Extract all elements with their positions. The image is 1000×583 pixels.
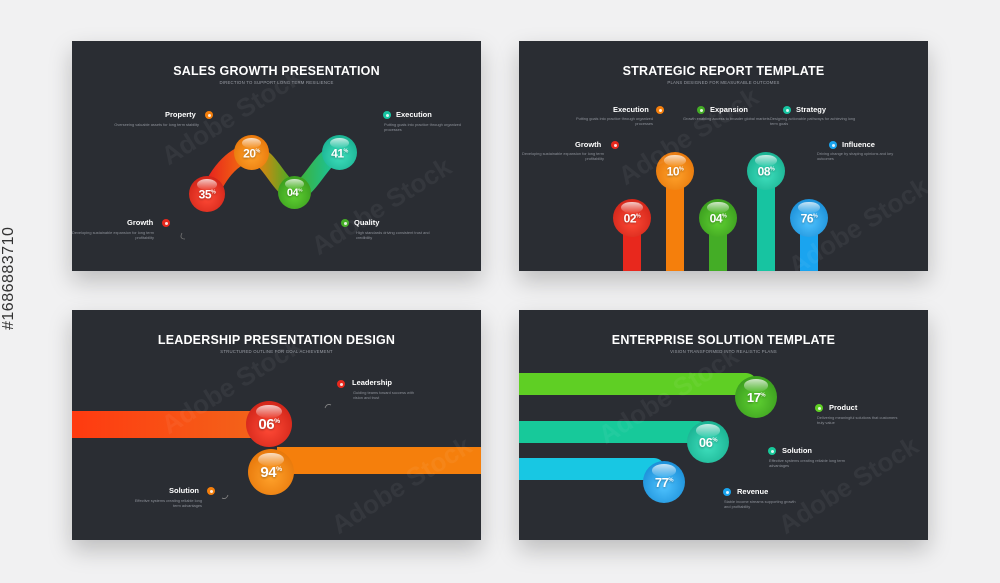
percent-ball-red: 06% <box>246 401 292 447</box>
slide-subtitle: PLANS DESIGNED FOR MEASURABLE OUTCOMES <box>667 80 780 85</box>
bar-red <box>72 411 268 438</box>
slide-enterprise-solution: ENTERPRISE SOLUTION TEMPLATE VISION TRAN… <box>519 310 928 540</box>
item-description: Effective systems creating reliable long… <box>769 458 846 469</box>
bar-orange <box>666 171 684 271</box>
percent-ball-orange: 10% <box>656 152 694 190</box>
item-label: Growth <box>127 218 154 227</box>
arrows <box>221 404 332 499</box>
percent-ball-green: 04% <box>278 176 311 209</box>
item-description: Stable income streams supporting growth … <box>724 499 796 510</box>
item-description: Guiding teams toward success with vision… <box>353 390 414 401</box>
item-label: Strategy <box>796 105 827 114</box>
item-description: Growth enabling access to broader global… <box>683 116 770 121</box>
percent-value: 04% <box>709 211 727 226</box>
item-description: Developing sustainable expansion for lon… <box>522 151 604 162</box>
percent-value: 94% <box>260 463 282 481</box>
item-label: Execution <box>396 110 432 119</box>
percent-ball-orange: 20% <box>234 135 269 170</box>
item-label: Expansion <box>710 105 748 114</box>
slide-title: LEADERSHIP PRESENTATION DESIGN <box>157 333 396 347</box>
bullet-dot-icon <box>768 447 776 455</box>
percent-ball-green: 04% <box>699 199 737 237</box>
bar-teal <box>757 171 775 271</box>
slide-title: STRATEGIC REPORT TEMPLATE <box>622 64 825 78</box>
percent-ball-teal: 41% <box>322 135 357 170</box>
item-description: High standards driving consistent trust … <box>356 230 430 241</box>
item-description: Designing actionable pathways for achiev… <box>770 116 856 127</box>
bullet-dot-icon <box>207 487 215 495</box>
bar-cyan <box>519 458 665 480</box>
bar-teal <box>519 421 709 443</box>
item-label: Execution <box>613 105 649 114</box>
percent-value: 06% <box>698 434 718 450</box>
bullet-dot-icon <box>783 106 791 114</box>
bullet-dot-icon <box>656 106 664 114</box>
percent-value: 41% <box>331 145 348 160</box>
bullet-dot-icon <box>205 111 213 119</box>
item-description: Effective systems creating reliable long… <box>134 498 202 509</box>
item-description: Putting goals into practice through orga… <box>384 122 461 133</box>
bar-orange <box>277 447 481 474</box>
bullet-dot-icon <box>337 380 345 388</box>
item-label: Solution <box>782 446 812 455</box>
slide-subtitle: STRUCTURED OUTLINE FOR GOAL ACHIEVEMENT <box>220 349 333 354</box>
bullet-dot-icon <box>815 404 823 412</box>
item-label: Influence <box>842 140 875 149</box>
percent-ball-red: 02% <box>613 199 651 237</box>
percent-ball-blue: 76% <box>790 199 828 237</box>
slide-subtitle: VISION TRANSFORMED INTO REALISTIC PLANS <box>670 349 777 354</box>
bullet-dot-icon <box>611 141 619 149</box>
item-label: Revenue <box>737 487 769 496</box>
item-label: Growth <box>575 140 602 149</box>
bullet-dot-icon <box>697 106 705 114</box>
percent-value: 04% <box>286 186 303 199</box>
bar-blue <box>800 226 818 271</box>
percent-value: 35% <box>198 187 216 202</box>
percent-ball-orange: 94% <box>248 449 294 495</box>
percent-ball-blue: 77% <box>643 461 685 503</box>
connector-tube <box>180 144 345 240</box>
percent-ball-teal: 08% <box>747 152 785 190</box>
bullet-dot-icon <box>829 141 837 149</box>
item-label: Leadership <box>352 378 393 387</box>
percent-ball-teal: 06% <box>687 421 729 463</box>
item-description: Overseeing valuable assets for long term… <box>114 122 199 127</box>
bar-green <box>709 226 727 271</box>
bar-red <box>623 226 641 271</box>
percent-value: 08% <box>757 164 775 179</box>
item-label: Solution <box>169 486 199 495</box>
percent-value: 20% <box>243 145 260 160</box>
percent-value: 77% <box>654 474 674 490</box>
percent-value: 76% <box>800 211 818 226</box>
bullet-dot-icon <box>723 488 731 496</box>
bar-lime <box>519 373 757 395</box>
slide-title: SALES GROWTH PRESENTATION <box>173 64 380 78</box>
percent-ball-green: 17% <box>735 376 777 418</box>
item-description: Developing sustainable expansion for lon… <box>72 230 154 241</box>
slide-leadership: LEADERSHIP PRESENTATION DESIGN STRUCTURE… <box>72 310 481 540</box>
item-label: Quality <box>354 218 380 227</box>
item-description: Driving change by shaping opinions and k… <box>817 151 894 162</box>
percent-value: 10% <box>666 164 684 179</box>
percent-value: 06% <box>258 415 280 433</box>
stock-id: #1686883710 <box>0 226 17 330</box>
slide-subtitle: DIRECTION TO SUPPORT LONG TERM RESILIENC… <box>219 80 334 85</box>
percent-value: 17% <box>746 389 766 405</box>
item-label: Product <box>829 403 858 412</box>
bullet-dot-icon <box>341 219 349 227</box>
slide-strategic-report: STRATEGIC REPORT TEMPLATE PLANS DESIGNED… <box>519 41 928 271</box>
bullet-dot-icon <box>383 111 391 119</box>
slide-title: ENTERPRISE SOLUTION TEMPLATE <box>611 333 836 347</box>
percent-ball-red: 35% <box>189 176 225 212</box>
slide-sales-growth: SALES GROWTH PRESENTATION DIRECTION TO S… <box>72 41 481 271</box>
percent-value: 02% <box>623 211 641 226</box>
bullet-dot-icon <box>162 219 170 227</box>
item-description: Delivering meaningful solutions that cus… <box>817 415 898 426</box>
item-label: Property <box>165 110 196 119</box>
item-description: Putting goals into practice through orga… <box>576 116 653 127</box>
